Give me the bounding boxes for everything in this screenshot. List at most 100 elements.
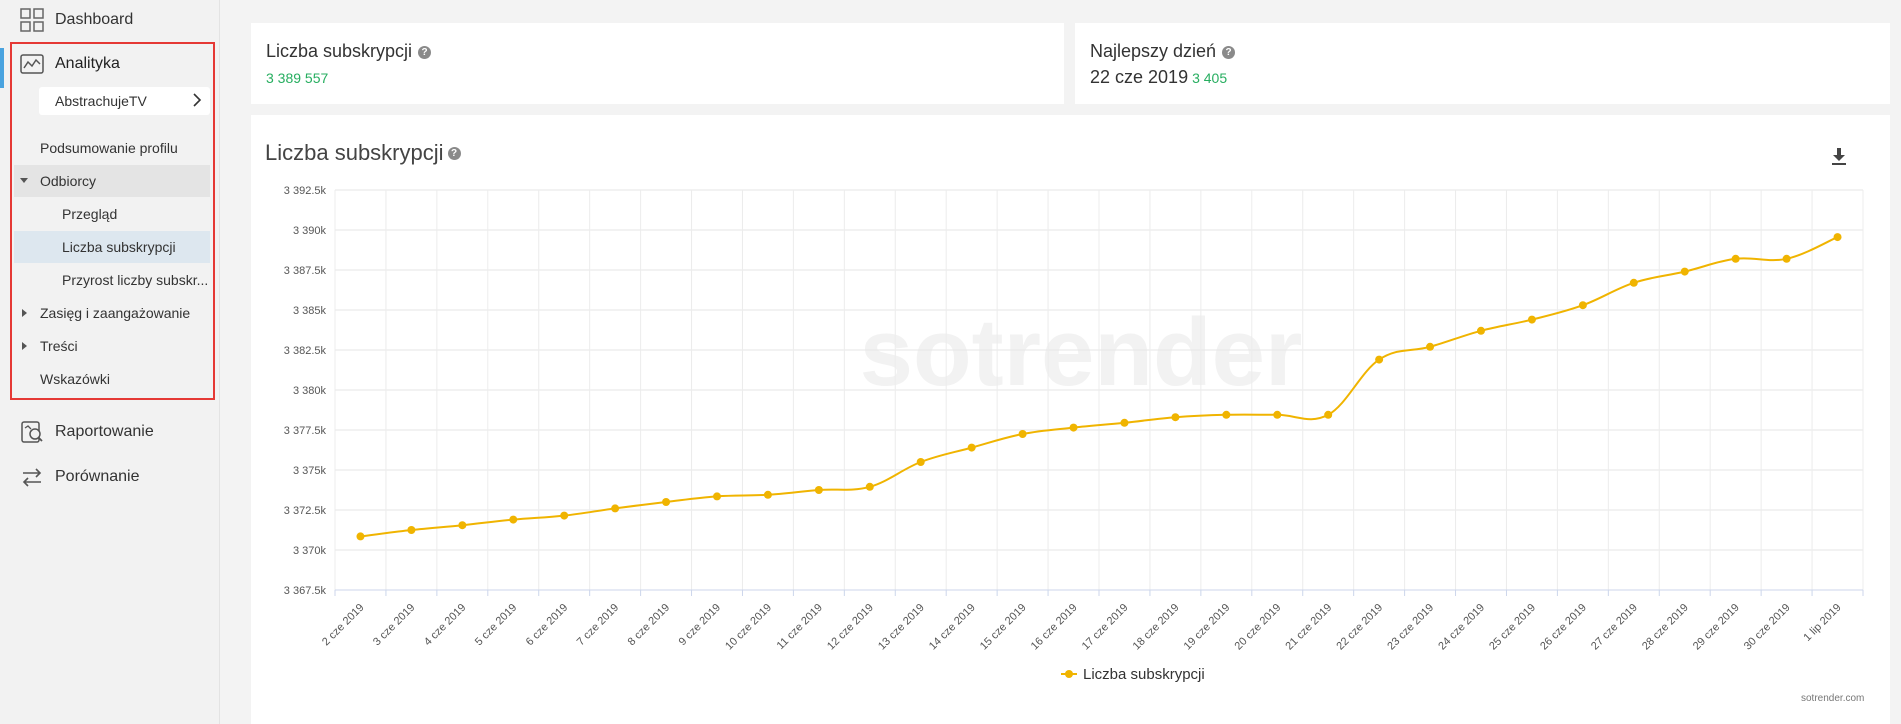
download-icon[interactable] <box>1831 147 1847 165</box>
sidebar-item-label: Wskazówki <box>40 371 111 387</box>
x-tick-label: 19 cze 2019 <box>1182 602 1233 653</box>
x-tick-label: 20 cze 2019 <box>1233 602 1284 653</box>
x-tick-label: 21 cze 2019 <box>1283 602 1334 653</box>
nav-raportowanie-label: Raportowanie <box>55 423 154 440</box>
sidebar-item-label: Zasięg i zaangażowanie <box>40 305 191 321</box>
sidebar-item-tresci[interactable]: Treści <box>14 330 210 362</box>
help-icon[interactable]: ? <box>447 147 461 160</box>
sidebar-item-przeglad[interactable]: Przegląd <box>14 198 210 230</box>
best-day-date: 22 cze 2019 <box>1090 67 1189 87</box>
sidebar-item-label: Odbiorcy <box>40 173 97 189</box>
y-tick-label: 3 387.5k <box>284 265 327 277</box>
y-tick-label: 3 372.5k <box>284 505 327 517</box>
sidebar-item-label: Przegląd <box>62 206 118 222</box>
data-point <box>662 498 671 506</box>
y-tick-label: 3 377.5k <box>284 425 327 437</box>
grid-icon <box>20 8 44 32</box>
nav-analityka-label: Analityka <box>55 55 120 72</box>
x-tick-label: 12 cze 2019 <box>825 602 876 653</box>
x-tick-label: 15 cze 2019 <box>978 602 1029 653</box>
y-tick-label: 3 367.5k <box>284 585 327 597</box>
caret-right-icon <box>22 342 27 350</box>
x-tick-label: 25 cze 2019 <box>1487 602 1538 653</box>
sidebar-item-label: Liczba subskrypcji <box>62 239 176 255</box>
data-point <box>1222 410 1231 419</box>
x-tick-label: 9 cze 2019 <box>677 602 724 649</box>
x-tick-label: 5 cze 2019 <box>473 602 520 649</box>
data-point <box>1578 301 1587 310</box>
y-tick-label: 3 375k <box>293 465 327 477</box>
data-point <box>1069 423 1078 432</box>
data-point <box>1731 254 1740 263</box>
nav-analityka[interactable]: Analityka <box>0 44 219 88</box>
data-point <box>356 532 365 541</box>
compare-arrows-icon <box>22 468 42 487</box>
sidebar-item-zasieg[interactable]: Zasięg i zaangażowanie <box>14 297 210 329</box>
data-point <box>814 486 823 494</box>
data-point <box>1833 233 1842 242</box>
help-icon[interactable]: ? <box>1222 45 1236 59</box>
line-chart: sotrender 3 367.5k 3 370k 3 372.5k 3 375k 3 3… <box>284 185 1864 683</box>
sidebar-item-podsumowanie[interactable]: Podsumowanie profilu <box>14 132 210 164</box>
y-tick-label: 3 370k <box>293 545 327 557</box>
sidebar: Dashboard Analityka AbstrachujeTV Podsum… <box>0 0 220 724</box>
data-point <box>407 526 416 534</box>
sidebar-item-przyrost[interactable]: Przyrost liczby subskr... <box>14 264 210 296</box>
nav-dashboard[interactable]: Dashboard <box>0 0 219 40</box>
caret-right-icon <box>22 309 27 317</box>
x-tick-label: 29 cze 2019 <box>1691 602 1742 653</box>
x-tick-label: 28 cze 2019 <box>1640 602 1691 653</box>
nav-dashboard-label: Dashboard <box>55 11 134 28</box>
nav-porownanie[interactable]: Porównanie <box>0 457 219 497</box>
data-point <box>1120 418 1129 427</box>
x-tick-label: 3 cze 2019 <box>371 602 418 649</box>
card-value: 3 389 557 <box>266 70 329 86</box>
data-point <box>509 515 518 524</box>
x-tick-label: 13 cze 2019 <box>876 602 927 653</box>
sidebar-item-odbiorcy[interactable]: Odbiorcy <box>14 165 210 197</box>
y-tick-label: 3 380k <box>293 385 327 397</box>
x-tick-label: 26 cze 2019 <box>1538 602 1589 653</box>
chart-title-text: Liczba subskrypcji <box>265 140 444 165</box>
chart-title: Liczba subskrypcji? <box>265 140 461 166</box>
x-tick-label: 6 cze 2019 <box>524 602 571 649</box>
data-point <box>1680 267 1689 276</box>
x-tick-label: 4 cze 2019 <box>422 602 469 649</box>
x-tick-label: 16 cze 2019 <box>1029 602 1080 653</box>
data-point <box>1782 254 1791 263</box>
x-tick-label: 30 cze 2019 <box>1742 602 1793 653</box>
data-point <box>967 443 976 452</box>
watermark: sotrender <box>860 299 1303 406</box>
data-point <box>865 482 874 491</box>
x-tick-label: 10 cze 2019 <box>723 602 774 653</box>
help-icon[interactable]: ? <box>418 45 432 59</box>
x-tick-label: 24 cze 2019 <box>1436 602 1487 653</box>
x-tick-label: 27 cze 2019 <box>1589 602 1640 653</box>
profile-name: AbstrachujeTV <box>55 93 147 109</box>
x-tick-label: 22 cze 2019 <box>1334 602 1385 653</box>
sidebar-item-liczba-subskrypcji[interactable]: Liczba subskrypcji <box>14 231 210 263</box>
caret-down-icon <box>20 178 28 183</box>
sidebar-item-wskazowki[interactable]: Wskazówki <box>14 363 210 395</box>
best-day-value: 3 405 <box>1192 70 1228 86</box>
card-title: Liczba subskrypcji? <box>266 41 432 62</box>
data-point <box>1375 355 1384 364</box>
data-point <box>611 504 620 513</box>
nav-raportowanie[interactable]: Raportowanie <box>0 412 219 452</box>
data-point <box>713 492 721 501</box>
y-tick-label: 3 385k <box>293 305 327 317</box>
y-tick-label: 3 390k <box>293 225 327 237</box>
nav-porownanie-label: Porównanie <box>55 468 140 485</box>
legend-marker <box>1065 670 1073 678</box>
chart-panel: sotrender 3 367.5k 3 370k 3 372.5k 3 375k 3 3… <box>251 115 1890 724</box>
data-point <box>763 490 772 499</box>
legend-label: Liczba subskrypcji <box>1083 666 1205 683</box>
x-tick-label: 11 cze 2019 <box>775 602 825 652</box>
profile-select[interactable]: AbstrachujeTV <box>39 87 210 115</box>
data-point <box>1324 410 1333 419</box>
card-subscriptions: Liczba subskrypcji? 3 389 557 <box>251 23 1064 104</box>
data-point <box>1477 326 1485 335</box>
x-tick-label: 23 cze 2019 <box>1385 602 1436 653</box>
analytics-icon <box>20 54 44 74</box>
data-point <box>1629 278 1638 287</box>
